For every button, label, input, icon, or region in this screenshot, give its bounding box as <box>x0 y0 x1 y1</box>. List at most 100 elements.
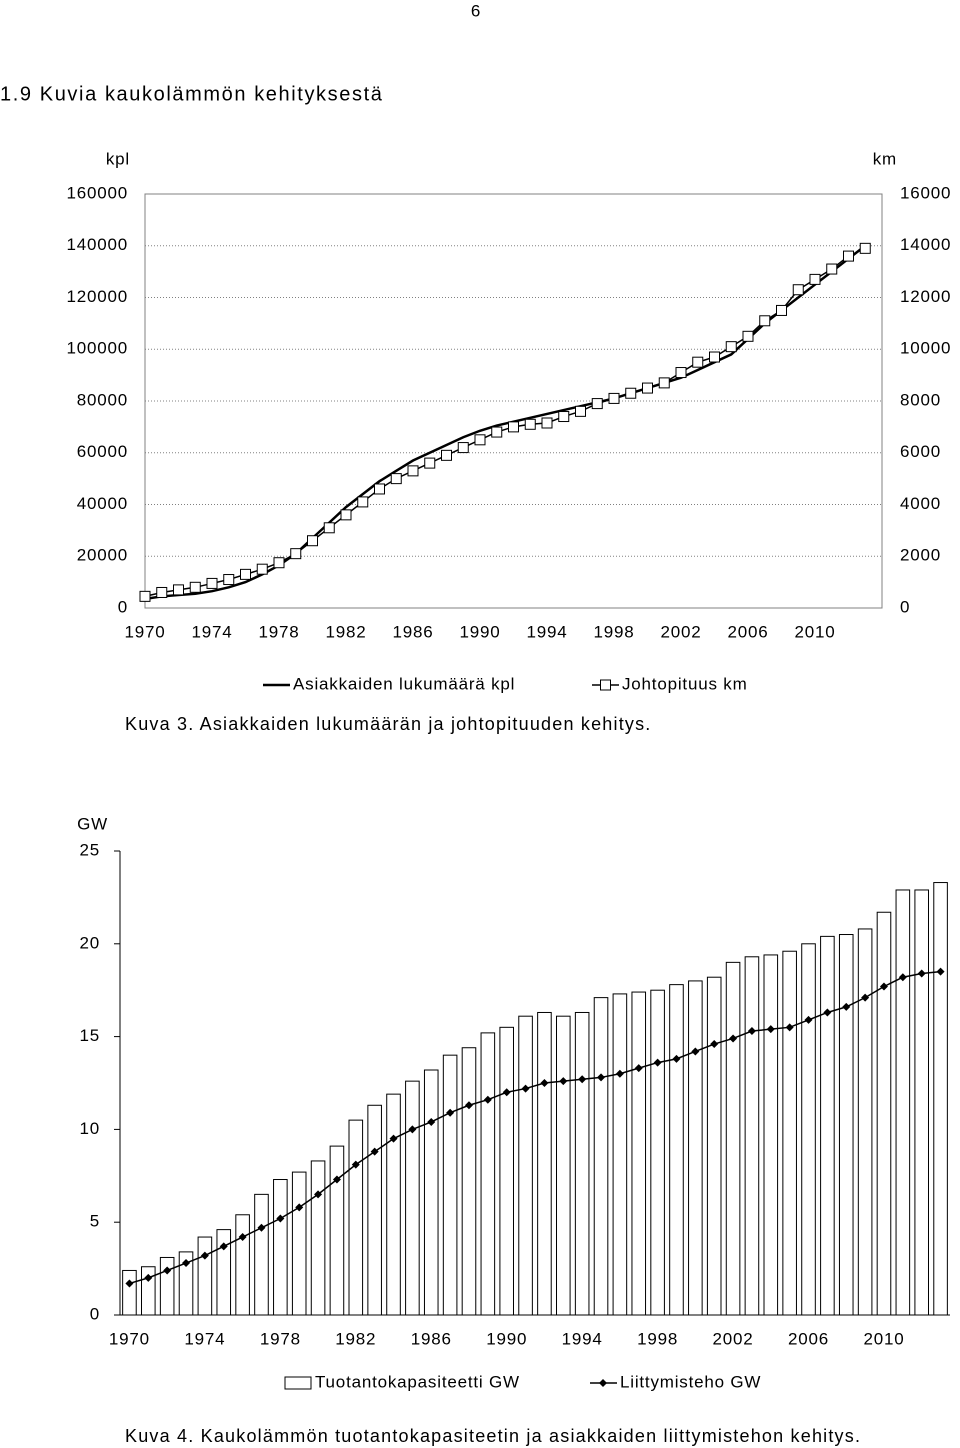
marker-diamond <box>540 1079 549 1087</box>
marker-square <box>558 411 570 423</box>
marker-square <box>491 426 503 438</box>
y-axis-label: GW <box>77 814 108 833</box>
y-tick-label: 80000 <box>77 390 128 409</box>
bar <box>367 1104 382 1316</box>
marker-diamond <box>125 1279 134 1288</box>
marker-square <box>575 405 586 417</box>
x-tick-label: 1990 <box>486 1329 527 1348</box>
y-tick-label: 60000 <box>77 442 128 461</box>
marker-square <box>725 341 737 353</box>
marker-diamond <box>314 1190 323 1199</box>
marker-square <box>792 284 804 296</box>
x-tick-label: 2006 <box>727 622 768 641</box>
x-tick-label: 2002 <box>713 1329 754 1348</box>
y2-tick-label: 0 <box>900 597 910 616</box>
marker-diamond <box>634 1064 643 1073</box>
y-tick-label: 5 <box>90 1212 100 1231</box>
marker-square <box>809 273 821 285</box>
marker-square <box>424 457 436 469</box>
bar <box>499 1026 514 1316</box>
y2-tick-label: 10000 <box>900 339 951 358</box>
legend-label: Asiakkaiden lukumäärä kpl <box>293 674 515 693</box>
marker-diamond <box>936 967 945 976</box>
marker-diamond <box>597 1073 606 1082</box>
x-tick-label: 1982 <box>325 622 366 641</box>
legend-label: Johtopituus km <box>622 674 748 693</box>
marker-diamond <box>653 1058 662 1067</box>
bar <box>310 1160 326 1316</box>
bar <box>744 956 760 1316</box>
marker-diamond <box>257 1223 266 1232</box>
x-tick-label: 1998 <box>637 1329 678 1348</box>
y-tick-label: 160000 <box>66 183 128 202</box>
bar <box>480 1032 496 1316</box>
y-tick-label: 0 <box>90 1304 100 1323</box>
x-tick-label: 1974 <box>184 1329 225 1348</box>
y-tick-label: 25 <box>79 840 100 859</box>
marker-diamond <box>861 993 870 1002</box>
marker-diamond <box>446 1108 455 1117</box>
caption: Kuva 3. Asiakkaiden lukumäärän ja johtop… <box>125 714 652 734</box>
bar <box>254 1193 269 1316</box>
x-tick-label: 1994 <box>562 1329 603 1348</box>
series-line <box>144 247 866 598</box>
bar <box>329 1145 345 1316</box>
bar <box>612 993 628 1316</box>
marker-square <box>692 356 704 368</box>
bar <box>461 1047 477 1316</box>
bar <box>782 950 797 1316</box>
bar <box>876 911 892 1316</box>
legend-swatch <box>284 1376 312 1390</box>
bar <box>933 882 948 1316</box>
marker-diamond <box>804 1015 813 1024</box>
y-tick-label: 20000 <box>77 546 128 565</box>
marker-diamond <box>521 1084 530 1093</box>
y-axis-label: kpl <box>106 149 130 168</box>
bar <box>914 889 929 1316</box>
bar <box>348 1119 364 1316</box>
marker-square <box>407 465 419 477</box>
marker-square <box>173 584 184 596</box>
x-tick-label: 1994 <box>526 622 567 641</box>
bar <box>556 1015 571 1316</box>
marker-diamond <box>898 973 907 982</box>
x-tick-label: 2010 <box>863 1329 904 1348</box>
bar <box>857 928 873 1316</box>
x-tick-label: 2006 <box>788 1329 829 1348</box>
y-tick-label: 100000 <box>66 339 128 358</box>
marker-square <box>374 483 385 495</box>
marker-diamond <box>370 1147 379 1156</box>
bar <box>669 984 684 1316</box>
y2-tick-label: 16000 <box>900 183 951 202</box>
heading: 1.9 Kuvia kaukolämmön kehityksestä <box>0 83 383 105</box>
marker-square <box>273 557 285 569</box>
marker-diamond <box>917 969 926 978</box>
x-tick-label: 1978 <box>258 622 299 641</box>
marker-square <box>608 392 620 404</box>
marker-square <box>508 421 519 433</box>
x-tick-label: 2010 <box>794 622 835 641</box>
y2-axis-label: km <box>873 149 897 168</box>
marker-square <box>441 449 452 461</box>
y-tick-label: 40000 <box>77 494 128 513</box>
marker-square <box>156 586 168 598</box>
marker-diamond <box>182 1259 191 1268</box>
marker-diamond <box>295 1203 304 1212</box>
marker-diamond <box>200 1251 209 1260</box>
marker-diamond <box>578 1075 587 1084</box>
x-tick-label: 1982 <box>335 1329 376 1348</box>
marker-square <box>642 382 653 394</box>
bar <box>895 889 911 1316</box>
marker-square <box>843 250 854 262</box>
bar <box>291 1171 307 1316</box>
bar <box>725 961 741 1316</box>
y2-tick-label: 4000 <box>900 494 941 513</box>
marker-square <box>340 509 352 521</box>
y2-tick-label: 14000 <box>900 235 951 254</box>
page-number: 6 <box>471 1 481 20</box>
marker-square <box>474 434 486 446</box>
marker-diamond <box>691 1047 700 1056</box>
x-tick-label: 1986 <box>411 1329 452 1348</box>
marker-square <box>457 442 469 454</box>
marker-square <box>541 417 553 429</box>
